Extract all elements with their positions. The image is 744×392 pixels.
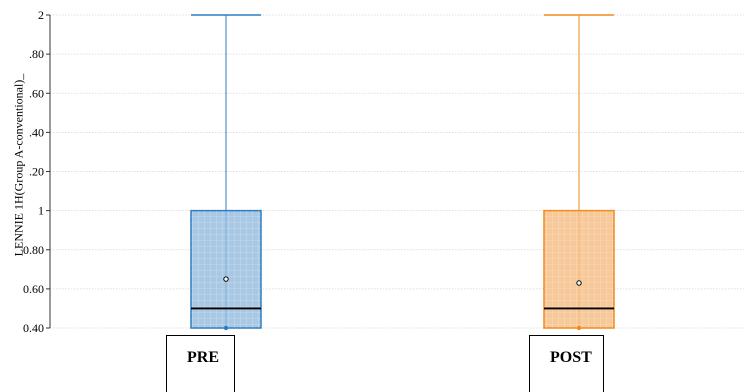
y-axis-label: LENNIE 1H(Group A-conventional)_	[4, 0, 34, 330]
category-label-pre-text: PRE	[187, 349, 219, 366]
y-tick-label: 1	[38, 204, 44, 218]
category-label-post: POST	[529, 335, 604, 392]
mean-marker	[576, 280, 582, 286]
min-marker	[576, 325, 582, 331]
boxes	[190, 14, 615, 331]
y-axis-label-text: LENNIE 1H(Group A-conventional)_	[11, 73, 26, 257]
box-post	[543, 14, 615, 331]
y-tick-label: 0.40	[23, 321, 44, 335]
y-tick-label: .20	[29, 165, 44, 179]
y-tick-label: 2	[38, 8, 44, 22]
category-label-pre: PRE	[166, 335, 235, 392]
y-tick-label: .40	[29, 125, 44, 139]
y-tick-label: .80	[29, 47, 44, 61]
box-pre	[190, 14, 262, 331]
y-axis: 0.40 0.60 0.80 1 .20 .40 .60 .80 2	[23, 8, 51, 335]
y-tick-label: 0.60	[23, 282, 44, 296]
category-label-post-text: POST	[550, 349, 592, 366]
min-marker	[223, 325, 229, 331]
y-tick-label: 0.80	[23, 243, 44, 257]
y-tick-label: .60	[29, 86, 44, 100]
mean-marker	[223, 276, 229, 282]
gridlines	[50, 14, 744, 329]
